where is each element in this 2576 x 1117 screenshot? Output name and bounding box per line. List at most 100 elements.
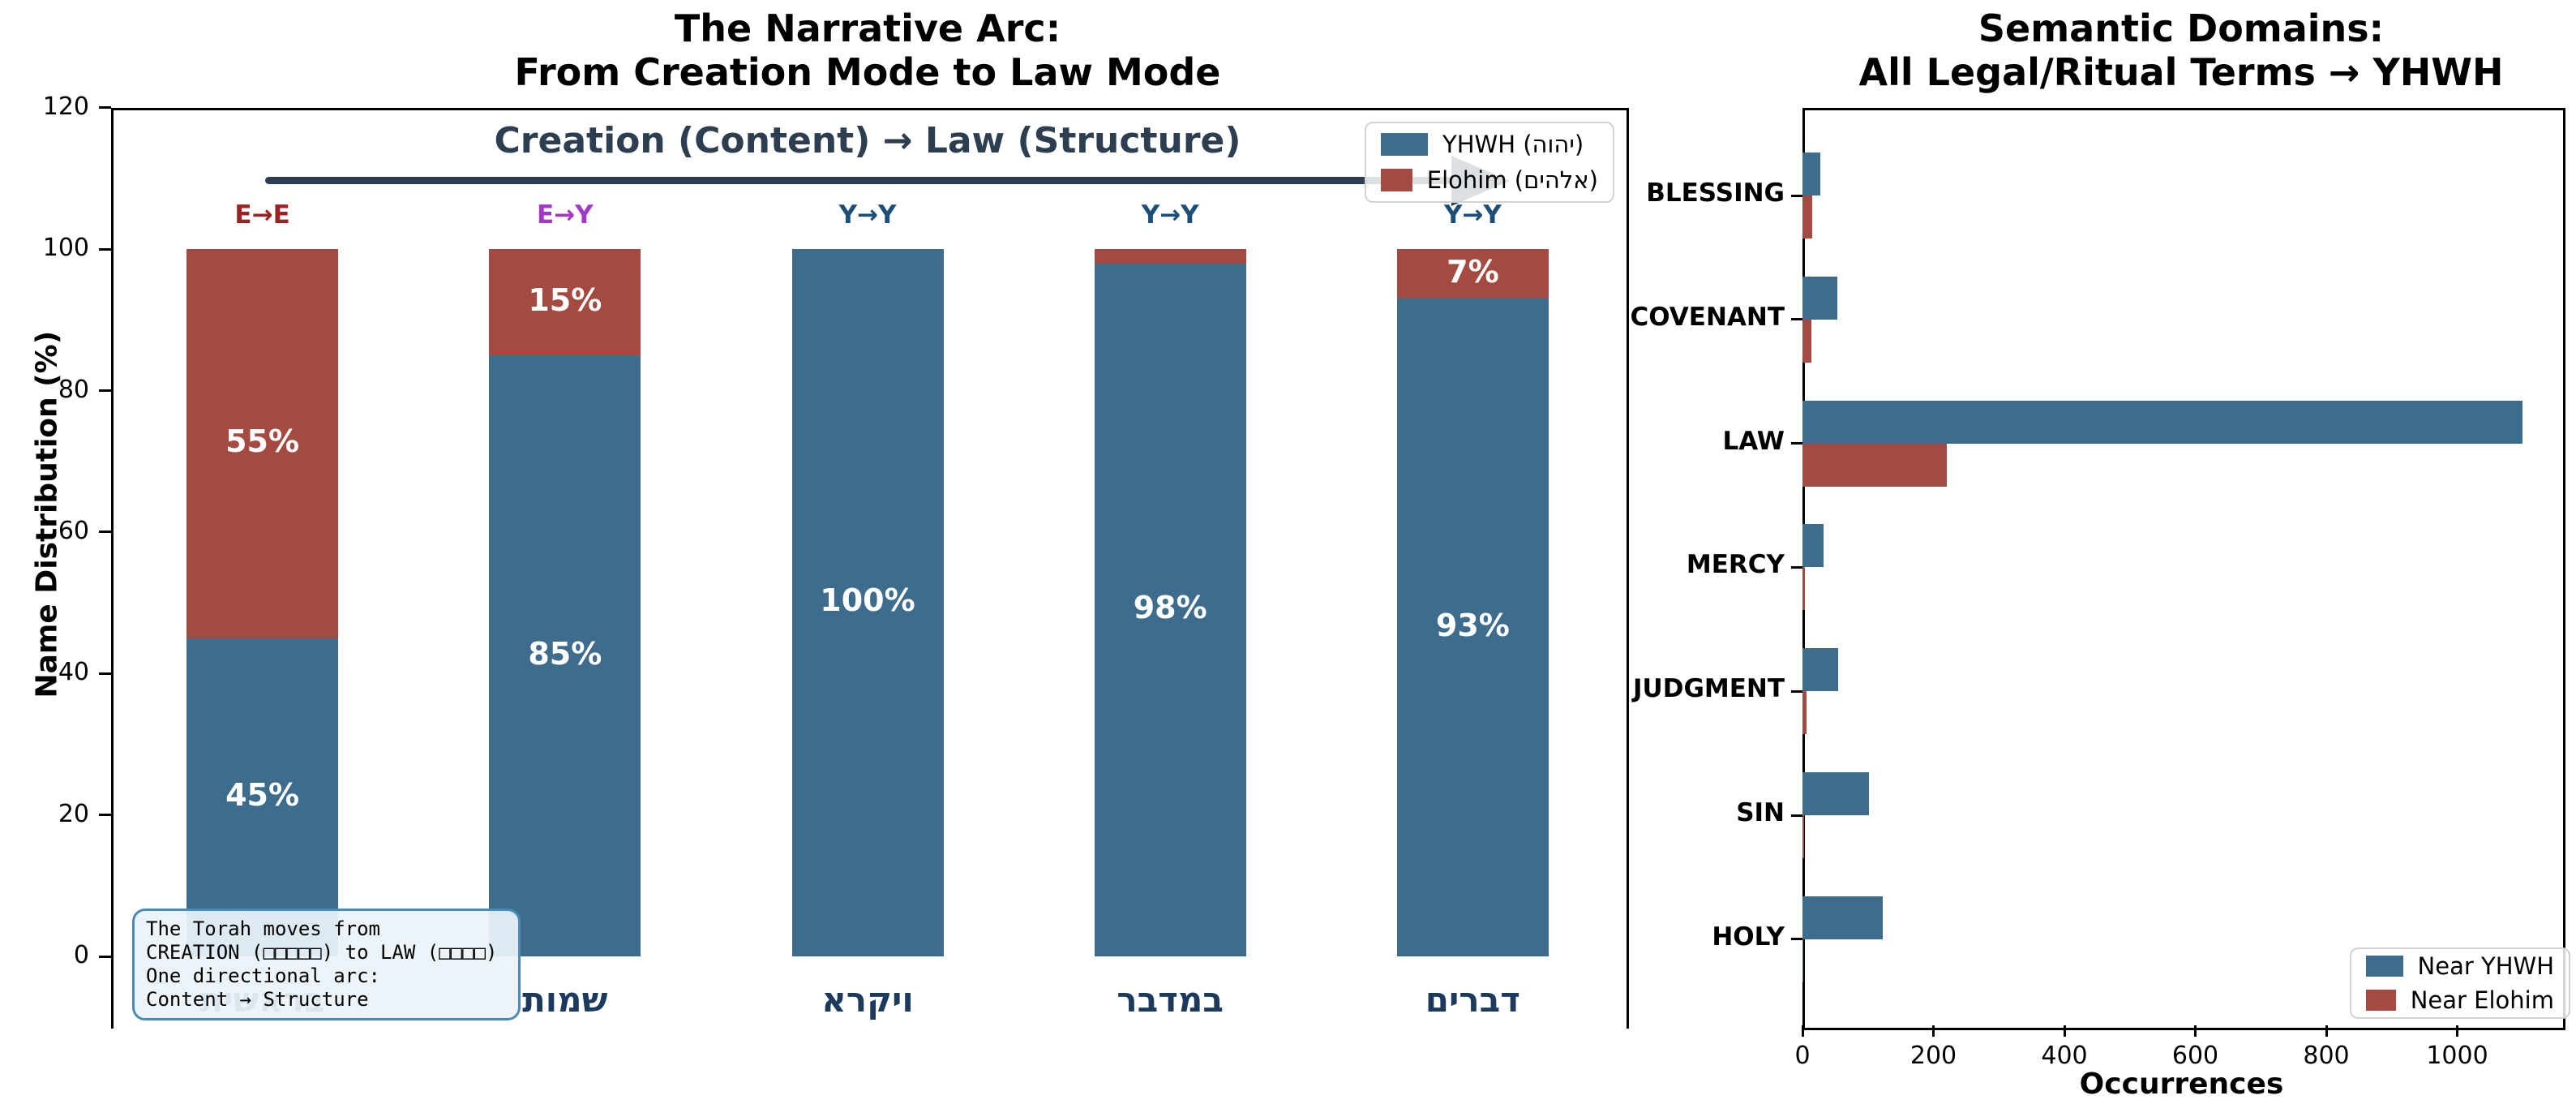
near-yhwh-swatch-icon: [2366, 956, 2403, 977]
left-chart-title: The Narrative Arc: From Creation Mode to…: [514, 6, 1221, 94]
y-tick-label: 20: [58, 799, 89, 828]
bar-value-label: 93%: [1435, 607, 1510, 643]
bar-segment-elohim: [489, 249, 641, 356]
torah-annotation-box: The Torah moves from CREATION (□□□□□) to…: [132, 909, 521, 1020]
legend-item-elohim: Elohim (אלהים): [1381, 166, 1598, 194]
hbar-near-yhwh: [1802, 896, 1884, 939]
bar-segment-yhwh: [186, 638, 339, 956]
x-tick-mark: [2456, 1025, 2458, 1037]
x-category-label: ויקרא: [821, 980, 914, 1020]
x-tick-label: 0: [1794, 1042, 1811, 1070]
bar-value-label: 7%: [1447, 253, 1499, 290]
y-tick-mark: [99, 814, 111, 817]
legend-label-near-yhwh: Near YHWH: [2417, 952, 2554, 980]
x-tick-mark: [2325, 1025, 2328, 1037]
hbar-near-elohim: [1802, 815, 1805, 858]
hbar-near-yhwh: [1802, 772, 1870, 815]
hbar-near-elohim: [1802, 443, 1947, 487]
y-tick-mark: [99, 389, 111, 393]
y-tick-label: 0: [73, 941, 89, 969]
y-tick-mark: [1791, 442, 1802, 445]
x-tick-label: 800: [2303, 1042, 2350, 1070]
yhwh-swatch-icon: [1381, 133, 1428, 156]
y-tick-mark: [99, 106, 111, 110]
bar-segment-elohim: [1396, 249, 1549, 299]
legend-item-near-yhwh: Near YHWH: [2366, 952, 2554, 980]
legend-label-near-elohim: Near Elohim: [2410, 986, 2554, 1014]
x-tick-label: 200: [1909, 1042, 1957, 1070]
bar-segment-yhwh: [489, 355, 641, 956]
y-tick-mark: [99, 955, 111, 958]
x-tick-mark: [2194, 1025, 2197, 1037]
y-tick-mark: [1791, 565, 1802, 569]
hbar-near-elohim: [1802, 691, 1807, 735]
right-x-axis-label: Occurrences: [2079, 1068, 2284, 1101]
near-elohim-swatch-icon: [2366, 990, 2396, 1011]
bar-value-label: 45%: [225, 776, 300, 813]
hbar-near-yhwh: [1802, 648, 1839, 692]
x-tick-mark: [2063, 1025, 2066, 1037]
y-tick-mark: [1791, 814, 1802, 817]
y-tick-mark: [1791, 194, 1802, 197]
y-tick-label: 40: [58, 658, 89, 687]
right-chart-title: Semantic Domains: All Legal/Ritual Terms…: [1858, 6, 2504, 94]
arrow-annotation-text: Creation (Content) → Law (Structure): [494, 120, 1241, 161]
x-tick-label: 600: [2171, 1042, 2219, 1070]
y-category-label: HOLY: [1712, 922, 1785, 952]
narrative-arrow-line: [265, 177, 1451, 184]
hbar-near-elohim: [1802, 319, 1812, 363]
hbar-near-elohim: [1802, 567, 1806, 611]
x-category-label: במדבר: [1117, 980, 1224, 1020]
y-category-label: COVENANT: [1630, 302, 1785, 332]
mode-transition-label: Y→Y: [1141, 200, 1199, 230]
elohim-swatch-icon: [1381, 169, 1412, 191]
y-tick-label: 80: [58, 375, 89, 404]
y-tick-mark: [1791, 690, 1802, 693]
y-tick-mark: [1791, 318, 1802, 321]
right-legend: Near YHWH Near Elohim: [2350, 947, 2570, 1019]
left-legend: YHWH (יהוה) Elohim (אלהים): [1365, 122, 1614, 203]
bar-value-label: 15%: [528, 281, 602, 318]
x-tick-label: 400: [2041, 1042, 2088, 1070]
y-tick-mark: [99, 672, 111, 675]
bar-segment-yhwh: [1094, 263, 1246, 956]
y-tick-label: 100: [42, 234, 89, 263]
x-tick-mark: [1801, 1025, 1804, 1037]
bar-value-label: 98%: [1133, 589, 1207, 625]
bar-segment-yhwh: [791, 249, 944, 956]
legend-item-yhwh: YHWH (יהוה): [1381, 131, 1598, 158]
legend-label-yhwh: YHWH (יהוה): [1442, 131, 1584, 158]
y-tick-mark: [1791, 938, 1802, 941]
legend-item-near-elohim: Near Elohim: [2366, 986, 2554, 1014]
bar-segment-elohim: [186, 249, 339, 638]
hbar-near-elohim: [1802, 939, 1803, 982]
hbar-near-yhwh: [1802, 524, 1824, 568]
y-tick-label: 60: [58, 516, 89, 545]
y-tick-label: 120: [42, 92, 89, 121]
y-tick-mark: [99, 531, 111, 534]
narrative-arc-plot-area: [111, 108, 1629, 1029]
y-tick-mark: [99, 247, 111, 251]
mode-transition-label: Y→Y: [838, 200, 897, 230]
bar-segment-elohim: [1094, 249, 1246, 264]
hbar-near-yhwh: [1802, 276, 1837, 320]
x-tick-label: 1000: [2426, 1042, 2488, 1070]
hbar-near-elohim: [1802, 195, 1813, 238]
y-category-label: LAW: [1722, 426, 1785, 456]
y-category-label: BLESSING: [1646, 178, 1785, 208]
x-category-label: שמות: [522, 980, 608, 1020]
y-category-label: MERCY: [1686, 550, 1785, 580]
bar-value-label: 85%: [528, 635, 602, 672]
hbar-near-yhwh: [1802, 400, 2523, 444]
x-tick-mark: [1932, 1025, 1935, 1037]
y-category-label: SIN: [1736, 798, 1785, 827]
bar-value-label: 100%: [820, 582, 915, 619]
y-category-label: JUDGMENT: [1633, 674, 1785, 704]
hbar-near-yhwh: [1802, 153, 1820, 195]
mode-transition-label: E→Y: [536, 200, 594, 230]
mode-transition-label: E→E: [234, 200, 290, 230]
x-category-label: דברים: [1425, 980, 1520, 1020]
